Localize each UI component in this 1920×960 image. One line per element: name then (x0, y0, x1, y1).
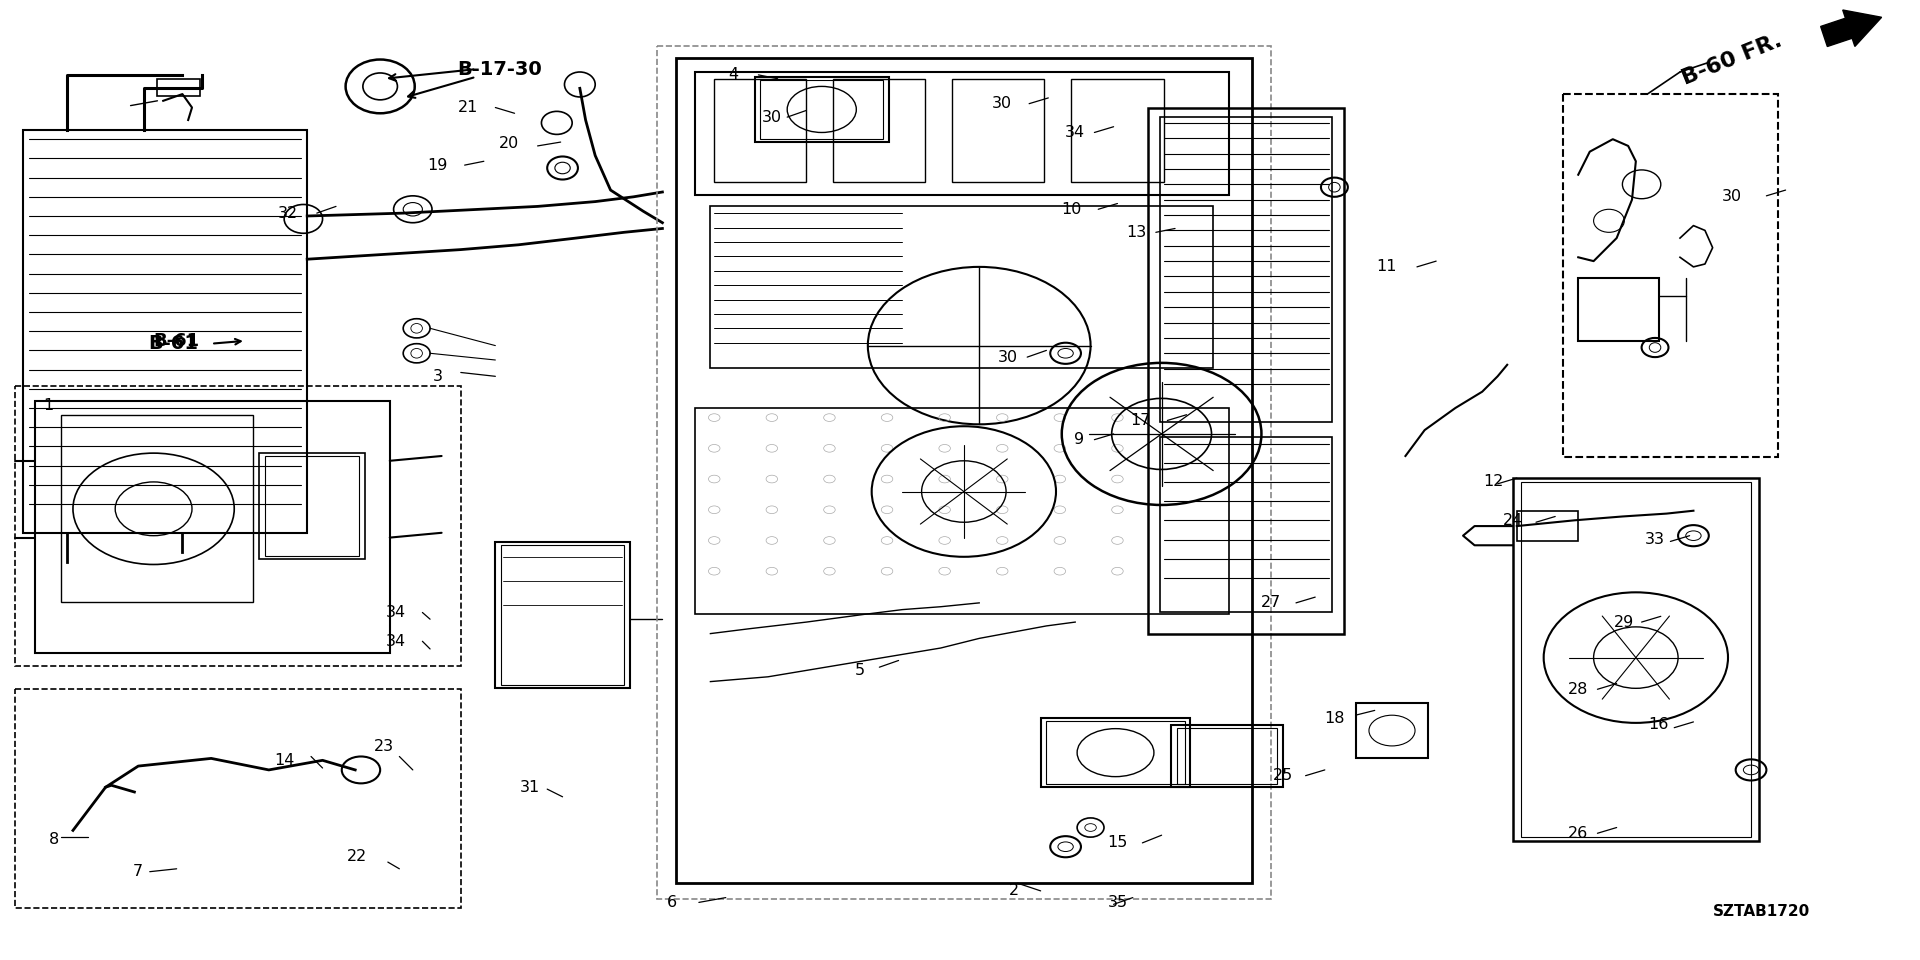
Bar (710, 206, 1213, 368)
Bar (760, 80, 883, 139)
Text: 27: 27 (1261, 595, 1281, 611)
Text: 26: 26 (1569, 826, 1588, 841)
Bar (695, 72, 1229, 195)
Text: 6: 6 (666, 895, 678, 910)
Bar (1177, 728, 1277, 784)
Text: 17: 17 (1131, 413, 1150, 428)
Text: 31: 31 (520, 780, 540, 795)
FancyArrow shape (1820, 10, 1882, 46)
Text: 2: 2 (1008, 883, 1020, 899)
Bar (1160, 437, 1332, 612)
Text: 24: 24 (1503, 513, 1523, 528)
Text: 29: 29 (1615, 614, 1634, 630)
Text: 18: 18 (1325, 710, 1344, 726)
Bar (157, 79, 200, 96)
Text: 12: 12 (1484, 474, 1503, 490)
Bar (35, 401, 390, 653)
Text: 33: 33 (1645, 532, 1665, 547)
Text: 34: 34 (386, 634, 405, 649)
Bar (1046, 721, 1185, 784)
Bar (714, 79, 806, 182)
Bar (1513, 478, 1759, 841)
Bar (1071, 79, 1164, 182)
Bar (952, 79, 1044, 182)
Text: 9: 9 (1073, 432, 1085, 447)
Text: B-61: B-61 (148, 334, 198, 353)
Text: SZTAB1720: SZTAB1720 (1713, 904, 1811, 920)
Bar (259, 453, 365, 559)
Text: B-60 FR.: B-60 FR. (1678, 31, 1786, 88)
Text: 19: 19 (428, 157, 447, 173)
Text: 16: 16 (1649, 717, 1668, 732)
Bar (1578, 278, 1659, 341)
Text: 15: 15 (1108, 835, 1127, 851)
Bar (676, 58, 1252, 883)
Bar (1356, 703, 1428, 758)
Bar (61, 415, 253, 602)
Bar (657, 46, 1271, 899)
Text: B-17-30: B-17-30 (457, 60, 541, 79)
Bar (695, 408, 1229, 614)
Bar (1521, 482, 1751, 837)
Text: 10: 10 (1062, 202, 1081, 217)
Text: 30: 30 (998, 349, 1018, 365)
Bar (755, 77, 889, 142)
Bar (833, 79, 925, 182)
Bar (1160, 117, 1332, 422)
Bar (495, 542, 630, 688)
Bar (1171, 725, 1283, 787)
Bar (1148, 108, 1344, 634)
Text: B-61: B-61 (154, 332, 200, 349)
Text: 4: 4 (728, 67, 739, 83)
Text: 35: 35 (1108, 895, 1127, 910)
Text: 11: 11 (1377, 259, 1396, 275)
Text: 30: 30 (1722, 189, 1741, 204)
Text: 32: 32 (278, 205, 298, 221)
Text: 20: 20 (499, 136, 518, 152)
Text: 3: 3 (432, 369, 444, 384)
Text: 30: 30 (762, 109, 781, 125)
Bar (501, 545, 624, 685)
Bar (1563, 94, 1778, 457)
Text: 28: 28 (1569, 682, 1588, 697)
Text: 5: 5 (854, 662, 866, 678)
Text: 30: 30 (993, 96, 1012, 111)
Text: 25: 25 (1273, 768, 1292, 783)
Bar (265, 456, 359, 556)
Bar (15, 386, 461, 666)
Text: 8: 8 (48, 832, 60, 848)
Text: 34: 34 (1066, 125, 1085, 140)
Text: 1: 1 (42, 397, 54, 413)
Text: 23: 23 (374, 739, 394, 755)
Text: 14: 14 (275, 753, 294, 768)
Text: 21: 21 (459, 100, 478, 115)
Bar (1517, 511, 1578, 541)
Text: 34: 34 (386, 605, 405, 620)
Text: 22: 22 (348, 849, 367, 864)
Text: 13: 13 (1127, 225, 1146, 240)
Bar (15, 689, 461, 908)
Bar (1041, 718, 1190, 787)
Bar (23, 130, 307, 533)
Text: 7: 7 (132, 864, 144, 879)
